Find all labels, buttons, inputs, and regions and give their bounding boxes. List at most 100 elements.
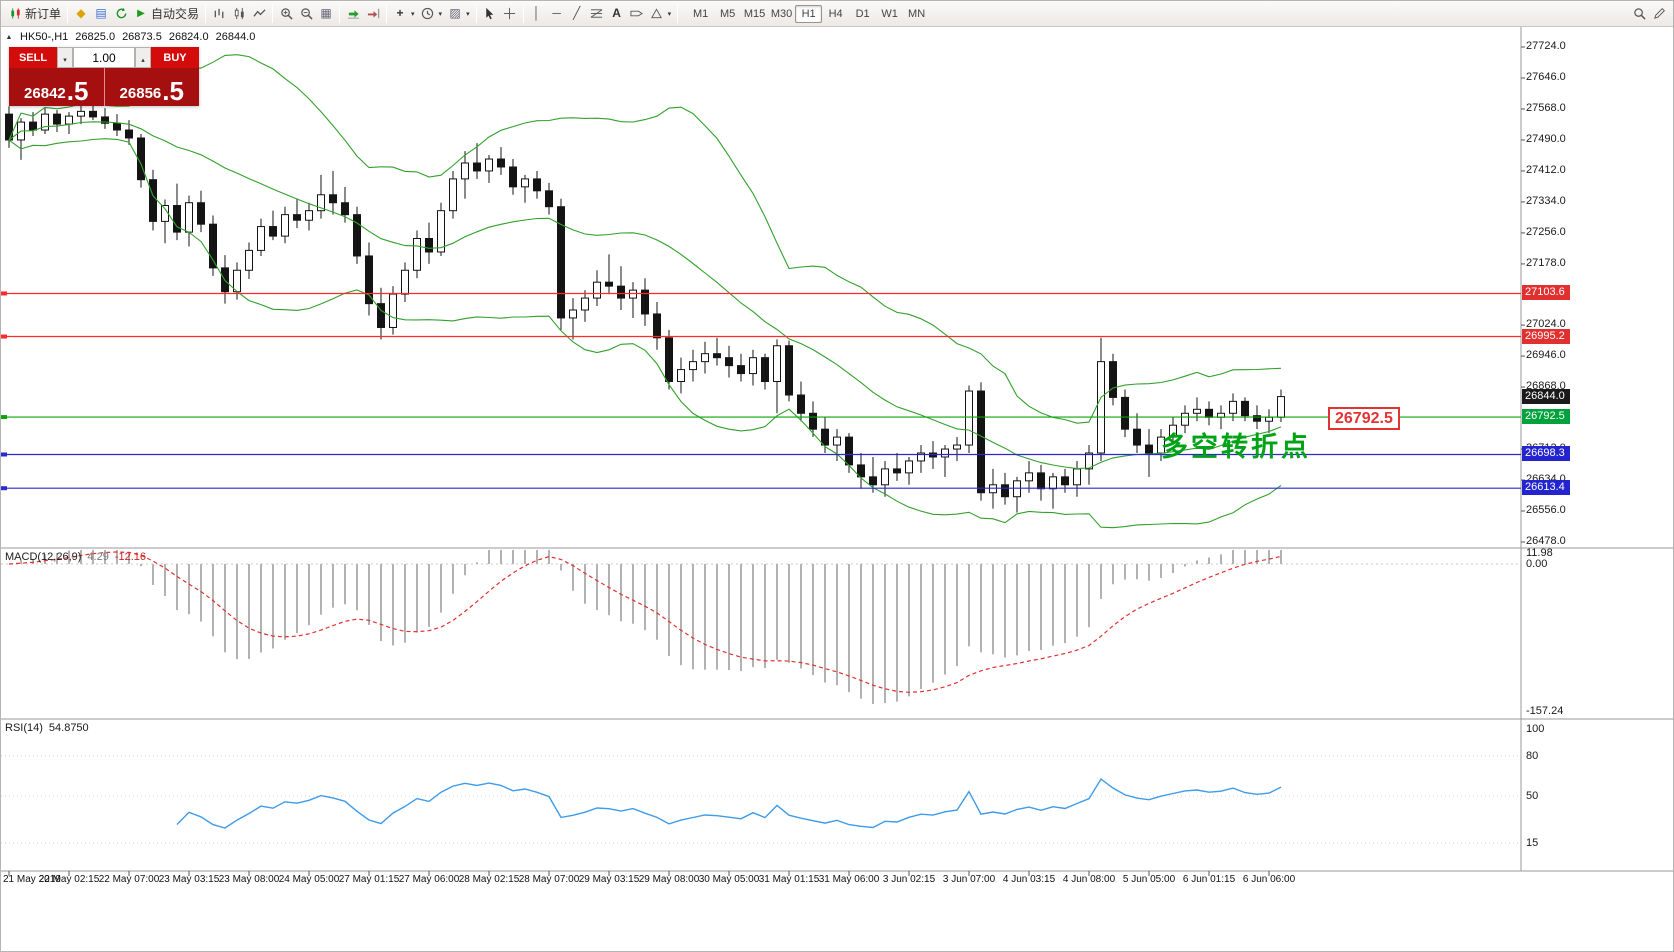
price-label-26792.5: 26792.5 xyxy=(1522,409,1570,425)
open-value: 26825.0 xyxy=(75,31,116,43)
timeframe-button-h4[interactable]: H4 xyxy=(828,7,843,20)
sell-price-button[interactable]: 26842 .5 xyxy=(9,68,104,106)
time-axis[interactable]: 21 May 2019 22 May 02:15 22 May 07:00 23 Ma… xyxy=(1,871,1521,887)
profiles-icon: ◆ xyxy=(76,6,86,20)
timeframe-button-m1[interactable]: M1 xyxy=(692,7,709,20)
timeframe-button-d1[interactable]: D1 xyxy=(855,7,870,20)
close-value: 26844.0 xyxy=(215,31,256,43)
trade-panel-controls: SELL ▾ ▴ BUY xyxy=(9,47,199,68)
new-order-button[interactable]: 新订单 xyxy=(5,4,64,24)
buy-price-frac: .5 xyxy=(162,75,184,106)
price-label-26995.2: 26995.2 xyxy=(1522,328,1570,344)
price-label-26613.4: 26613.4 xyxy=(1522,480,1570,496)
pencil-icon xyxy=(1652,7,1666,21)
auto-trading-label: 自动交易 xyxy=(151,7,200,21)
time-label-14: 31 May 06:00 xyxy=(818,874,880,885)
buy-price-main: 26856 xyxy=(119,84,162,102)
time-label-10: 29 May 03:15 xyxy=(578,874,640,885)
edit-button[interactable] xyxy=(1649,4,1669,24)
trendline-icon: ╱ xyxy=(572,6,581,20)
ohlc-readout: ▲ HK50-,H1 26825.0 26873.5 26824.0 26844… xyxy=(5,31,256,43)
timeframe-button-m30[interactable]: M30 xyxy=(770,7,793,20)
candlestick-chart-button[interactable] xyxy=(229,4,249,24)
price-tick-27256.0: 27256.0 xyxy=(1526,225,1566,238)
sell-price-frac: .5 xyxy=(66,75,89,106)
text-button[interactable]: A xyxy=(607,4,627,24)
one-click-trade-panel: SELL ▾ ▴ BUY 26842 .5 26856 .5 xyxy=(9,47,199,106)
search-button[interactable] xyxy=(1629,4,1649,24)
horizontal-line-icon: ─ xyxy=(552,6,561,20)
search-icon xyxy=(1632,7,1646,21)
price-label-27103.6: 27103.6 xyxy=(1522,285,1570,301)
templates-icon: ▨ xyxy=(449,6,461,20)
line-chart-button[interactable] xyxy=(249,4,269,24)
price-tick-27568.0: 27568.0 xyxy=(1526,101,1566,114)
profiles-button[interactable]: ◆ xyxy=(71,4,91,24)
cursor-button[interactable] xyxy=(480,4,500,24)
price-tick-27646.0: 27646.0 xyxy=(1526,70,1566,83)
time-label-0: 21 May 2019 xyxy=(3,874,61,885)
shapes-button[interactable]: ▾ xyxy=(647,4,675,24)
tile-windows-button[interactable]: ▦ xyxy=(316,4,336,24)
indicators-icon: + xyxy=(396,6,404,20)
timeframe-button-w1[interactable]: W1 xyxy=(881,7,898,20)
price-tag[interactable]: 26792.5 xyxy=(1328,407,1400,430)
collapse-triangle-icon[interactable]: ▲ xyxy=(5,33,13,41)
text-label-icon xyxy=(630,7,644,21)
vertical-line-button[interactable]: │ xyxy=(527,4,547,24)
text-label-button[interactable] xyxy=(627,4,647,24)
periods-button[interactable]: ▾ xyxy=(418,4,446,24)
zoom-out-button[interactable] xyxy=(296,4,316,24)
zoom-out-icon xyxy=(299,7,313,21)
zoom-in-button[interactable] xyxy=(276,4,296,24)
crosshair-button[interactable] xyxy=(500,4,520,24)
price-label-26844.0: 26844.0 xyxy=(1522,388,1570,404)
time-label-15: 3 Jun 02:15 xyxy=(882,874,936,885)
trendline-button[interactable]: ╱ xyxy=(567,4,587,24)
timeframe-button-m15[interactable]: M15 xyxy=(743,7,766,20)
toolbar-separator xyxy=(475,4,477,23)
buy-price-button[interactable]: 26856 .5 xyxy=(103,68,200,106)
time-label-20: 6 Jun 01:15 xyxy=(1182,874,1236,885)
market-watch-icon: ▤ xyxy=(95,6,107,20)
macd-title: MACD(12,26,9) xyxy=(5,551,82,563)
price-tick-27412.0: 27412.0 xyxy=(1526,163,1566,176)
auto-trading-button[interactable]: ▶ 自动交易 xyxy=(131,4,202,24)
rsi-label: RSI(14) 54.8750 xyxy=(5,722,89,734)
timeframe-button-h1[interactable]: H1 xyxy=(795,4,823,23)
caret-up-icon: ▴ xyxy=(141,56,145,64)
chart-shift-button[interactable] xyxy=(363,4,383,24)
price-axis[interactable]: 27724.0 27646.0 27568.0 27490.0 27412.0 27334… xyxy=(1521,27,1673,871)
bar-chart-button[interactable] xyxy=(209,4,229,24)
rsi-value: 54.8750 xyxy=(48,722,89,734)
auto-scroll-icon xyxy=(346,7,360,21)
annotation-text[interactable]: 多空转折点 xyxy=(1161,432,1311,462)
chevron-down-icon: ▾ xyxy=(667,10,672,18)
rsi-axis-50: 50 xyxy=(1526,790,1539,802)
periods-clock-icon xyxy=(421,7,435,21)
price-tick-27490.0: 27490.0 xyxy=(1526,132,1566,145)
toolbar-right xyxy=(1629,4,1669,24)
buy-button[interactable]: BUY xyxy=(151,47,199,68)
indicators-button[interactable]: + ▾ xyxy=(390,4,418,24)
auto-scroll-button[interactable] xyxy=(343,4,363,24)
horizontal-line-button[interactable]: ─ xyxy=(547,4,567,24)
templates-button[interactable]: ▨ ▾ xyxy=(445,4,473,24)
macd-axis-11.98: 11.98 xyxy=(1526,546,1553,559)
sell-button[interactable]: SELL xyxy=(9,47,57,68)
volume-decrease-button[interactable]: ▾ xyxy=(57,47,73,68)
time-label-16: 3 Jun 07:00 xyxy=(942,874,996,885)
market-watch-button[interactable]: ▤ xyxy=(91,4,111,24)
price-label-26698.3: 26698.3 xyxy=(1522,446,1570,462)
volume-increase-button[interactable]: ▴ xyxy=(135,47,151,68)
timeframe-button-m5[interactable]: M5 xyxy=(719,7,736,20)
timeframe-toolbar: M1 M5 M15 M30 H1 H4 D1 W1 MN xyxy=(687,4,930,23)
refresh-icon xyxy=(114,7,128,21)
refresh-button[interactable] xyxy=(111,4,131,24)
fibonacci-button[interactable] xyxy=(587,4,607,24)
cursor-icon xyxy=(483,7,497,21)
volume-input[interactable] xyxy=(73,47,135,68)
price-tick-26556.0: 26556.0 xyxy=(1526,504,1566,516)
timeframe-button-mn[interactable]: MN xyxy=(908,7,926,20)
